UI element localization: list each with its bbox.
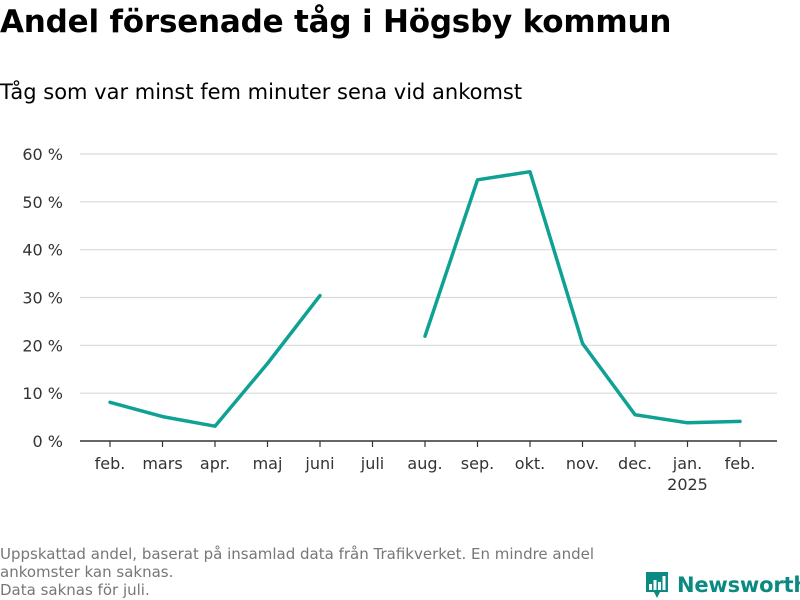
y-tick-label: 50 % — [22, 193, 63, 212]
series-line-segment — [423, 169, 742, 425]
x-tick-label: juni — [304, 454, 334, 473]
x-tick-label: aug. — [407, 454, 442, 473]
y-tick-label: 10 % — [22, 384, 63, 403]
x-tick-label: feb. — [95, 454, 126, 473]
footnote-line-3: Data saknas för juli. — [0, 581, 150, 599]
x-tick-label: jan. — [672, 454, 702, 473]
x-tick-label: juli — [360, 454, 384, 473]
newsworthy-logo: Newsworthy — [644, 570, 800, 600]
y-tick-label: 60 % — [22, 145, 63, 164]
chart-title: Andel försenade tåg i Högsby kommun — [0, 4, 672, 40]
y-axis-ticks: 0 % 10 % 20 % 30 % 40 % 50 % 60 % — [22, 145, 63, 451]
y-tick-label: 40 % — [22, 241, 63, 260]
line-chart: 0 % 10 % 20 % 30 % 40 % 50 % 60 % feb. mars apr.… — [22, 145, 777, 494]
logo-text: Newsworthy — [677, 573, 800, 597]
x-tick-label: mars — [142, 454, 182, 473]
x-tick-label: dec. — [618, 454, 652, 473]
x-tick-label: sep. — [461, 454, 494, 473]
series-lines — [108, 169, 742, 428]
x-tick-label: maj — [253, 454, 283, 473]
x-tick-label: nov. — [566, 454, 599, 473]
footnote: Uppskattad andel, baserat på insamlad da… — [0, 545, 640, 599]
grid-lines — [80, 153, 777, 394]
x-axis-ticks: feb. mars apr. maj juni juli aug. sep. okt. nov. d… — [95, 441, 756, 494]
y-tick-label: 20 % — [22, 336, 63, 355]
bar-chart-icon — [646, 572, 668, 598]
y-tick-label: 30 % — [22, 289, 63, 308]
x-tick-label: okt. — [515, 454, 545, 473]
x-year-label: 2025 — [667, 475, 708, 494]
series-line-segment — [108, 293, 322, 428]
y-tick-label: 0 % — [33, 432, 63, 451]
x-tick-label: feb. — [725, 454, 756, 473]
chart-subtitle: Tåg som var minst fem minuter sena vid a… — [0, 80, 523, 104]
footnote-line-1: Uppskattad andel, baserat på insamlad da… — [0, 545, 595, 563]
x-tick-label: apr. — [200, 454, 230, 473]
footnote-line-2: ankomster kan saknas. — [0, 563, 174, 581]
